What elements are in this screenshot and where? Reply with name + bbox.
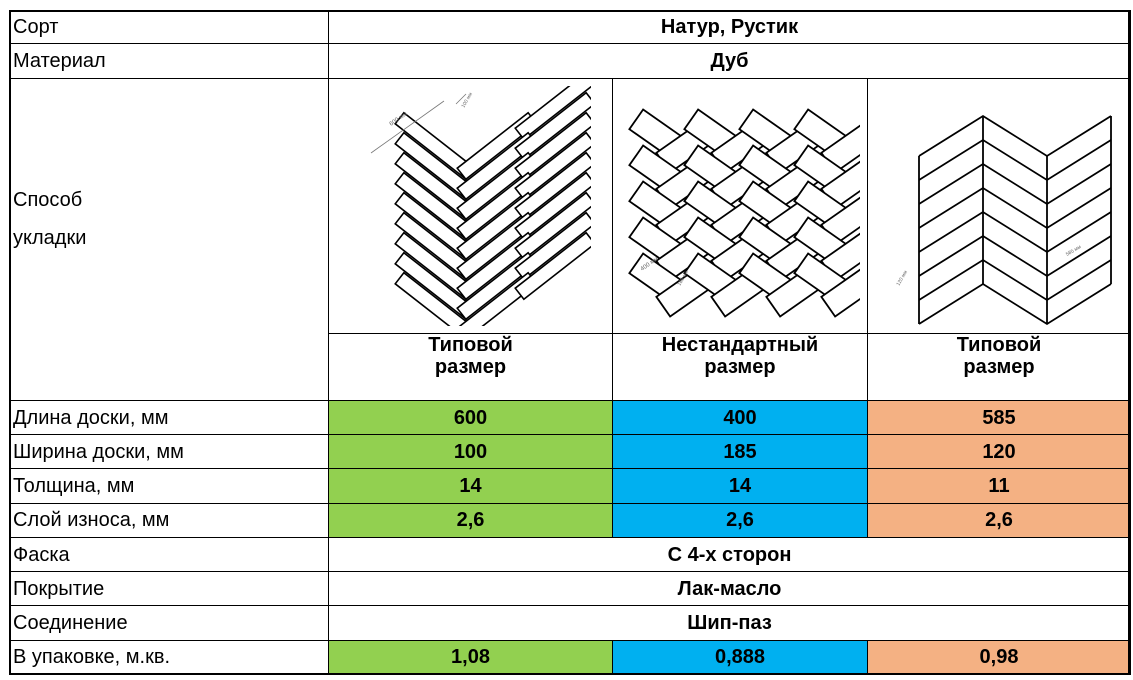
row-chamfer: Фаска С 4-х сторон xyxy=(9,536,1132,573)
size-type-2-line1: Нестандартный xyxy=(661,334,819,357)
chevron-line xyxy=(918,114,1112,158)
row-coating: Покрытие Лак-масло xyxy=(9,571,1132,607)
label-wear: Слой износа, мм xyxy=(9,502,329,538)
dim-b-3: 120 мм xyxy=(896,269,910,287)
chevron-line xyxy=(918,210,1112,254)
parquet-spec-table: Сорт Натур, Рустик Материал Дуб Способ у… xyxy=(9,9,1132,676)
row-joint: Соединение Шип-паз xyxy=(9,605,1132,641)
pack-2: 0,888 xyxy=(612,639,868,676)
label-thickness: Толщина, мм xyxy=(9,468,329,504)
row-sort: Сорт Натур, Рустик xyxy=(9,9,1132,45)
size-type-1: Типовой размер xyxy=(328,333,613,401)
dim-b-1: 100 мм xyxy=(460,91,474,109)
plank xyxy=(513,151,591,221)
row-thickness: Толщина, мм 14 14 11 xyxy=(9,468,1132,504)
plank xyxy=(393,271,476,326)
pattern-1-cell: 600 мм 100 мм xyxy=(328,77,613,335)
size-type-3: Типовой размер xyxy=(866,333,1132,401)
label-laying: Способ укладки xyxy=(9,77,329,401)
chevron-line xyxy=(918,186,1112,230)
length-2: 400 xyxy=(612,399,868,436)
plank xyxy=(513,131,591,201)
length-3: 585 xyxy=(866,399,1132,436)
value-joint: Шип-паз xyxy=(327,605,1132,641)
pattern-2-cell: 400 мм 185 мм xyxy=(612,77,868,335)
chevron-line xyxy=(918,138,1112,182)
size-type-1-line2: размер xyxy=(434,356,507,379)
row-material: Материал Дуб xyxy=(9,43,1132,79)
plank xyxy=(513,91,591,161)
plank xyxy=(513,191,591,261)
size-type-1-line1: Типовой xyxy=(428,334,513,357)
row-wear: Слой износа, мм 2,6 2,6 2,6 xyxy=(9,502,1132,538)
row-laying-images: Способ укладки 600 мм 100 мм 400 мм 185 … xyxy=(9,77,1132,401)
wear-3: 2,6 xyxy=(866,502,1132,538)
label-joint: Соединение xyxy=(9,605,329,641)
size-type-3-line2: размер xyxy=(963,356,1035,379)
row-size-type: Типовой размер Нестандартный размер Типово… xyxy=(10,333,1132,401)
width-1: 100 xyxy=(328,434,613,470)
plank xyxy=(513,111,591,181)
chevron-line xyxy=(918,258,1112,302)
pack-3: 0,98 xyxy=(866,639,1132,676)
row-width: Ширина доски, мм 100 185 120 xyxy=(9,434,1132,470)
wear-2: 2,6 xyxy=(612,502,868,538)
chevron-line xyxy=(918,282,1112,326)
length-1: 600 xyxy=(328,399,613,436)
label-material: Материал xyxy=(9,43,329,79)
chevron-line xyxy=(918,162,1112,206)
herringbone-pattern-icon: 600 мм 100 мм xyxy=(370,85,591,326)
label-pack: В упаковке, м.кв. xyxy=(9,639,329,676)
thickness-2: 14 xyxy=(612,468,868,504)
plank xyxy=(513,211,591,281)
wide-herringbone-pattern-icon: 400 мм 185 мм xyxy=(628,108,860,318)
plank xyxy=(513,171,591,241)
plank xyxy=(513,85,591,141)
value-sort: Натур, Рустик xyxy=(327,9,1132,45)
wear-1: 2,6 xyxy=(328,502,613,538)
label-width: Ширина доски, мм xyxy=(9,434,329,470)
thickness-3: 11 xyxy=(866,468,1132,504)
width-3: 120 xyxy=(866,434,1132,470)
row-pack: В упаковке, м.кв. 1,08 0,888 0,98 xyxy=(9,639,1132,676)
thickness-1: 14 xyxy=(328,468,613,504)
label-chamfer: Фаска xyxy=(9,536,329,573)
size-type-2-line2: размер xyxy=(704,356,776,379)
label-laying-text: Способ укладки xyxy=(13,189,87,250)
value-coating: Лак-масло xyxy=(327,571,1132,607)
label-sort: Сорт xyxy=(9,9,329,45)
size-type-3-line1: Типовой xyxy=(956,334,1042,357)
row-length: Длина доски, мм 600 400 585 xyxy=(9,399,1132,436)
size-type-2: Нестандартный размер xyxy=(612,333,868,401)
chevron-pattern-icon: 585 мм 120 мм xyxy=(896,114,1112,326)
width-2: 185 xyxy=(612,434,868,470)
pack-1: 1,08 xyxy=(328,639,613,676)
pattern-3-cell: 585 мм 120 мм xyxy=(866,77,1132,335)
chevron-line xyxy=(918,234,1112,278)
label-coating: Покрытие xyxy=(9,571,329,607)
value-material: Дуб xyxy=(327,43,1132,79)
plank xyxy=(820,262,860,318)
value-chamfer: С 4-х сторон xyxy=(327,536,1132,573)
label-length: Длина доски, мм xyxy=(9,399,329,436)
plank xyxy=(513,231,591,301)
